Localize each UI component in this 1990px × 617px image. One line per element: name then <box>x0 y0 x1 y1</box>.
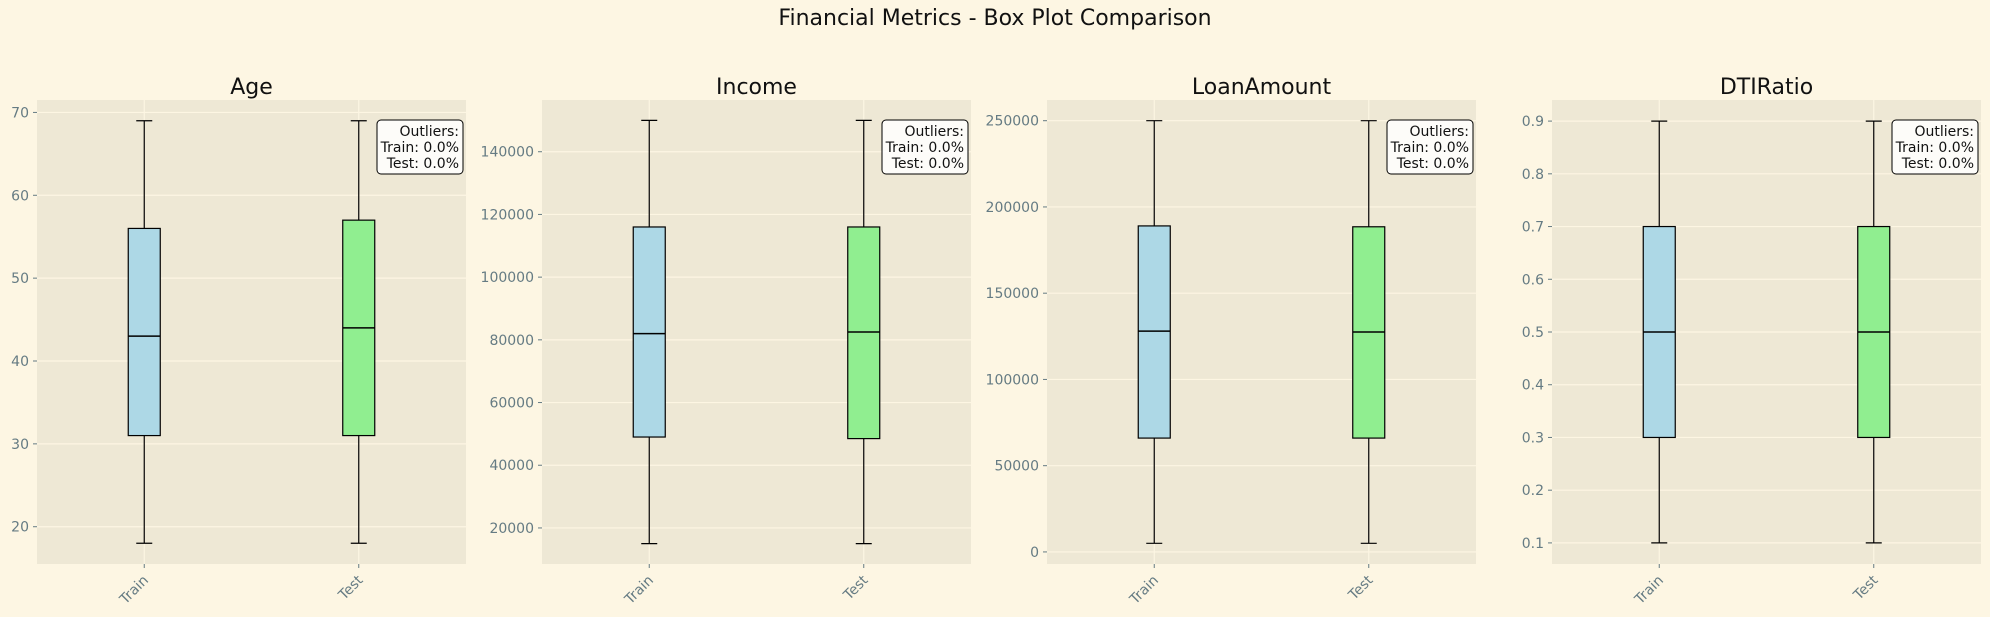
box-body <box>1137 225 1171 439</box>
y-tick-label: 200000 <box>986 200 1039 216</box>
outliers-note-line: Train: 0.0% <box>380 140 459 156</box>
panel-dtiratio: DTIRatio 0.1 0.2 0.3 0.4 0.5 0.6 0.7 0.8 0.9 Train… <box>1522 75 1981 608</box>
axes-background <box>542 100 971 564</box>
panel-title: Age <box>230 75 273 100</box>
box-body <box>127 227 161 437</box>
y-tick-label: 140000 <box>481 145 534 161</box>
outliers-note-box <box>1891 119 1979 175</box>
y-tick-label: 0.8 <box>1522 167 1544 183</box>
x-tick-label: Train <box>1631 572 1667 608</box>
y-tick-label: 0 <box>1030 545 1039 561</box>
axes-background <box>37 100 466 564</box>
outliers-note-line: Outliers: <box>399 124 459 140</box>
y-tick-label: 40000 <box>489 458 534 474</box>
axes-background <box>1047 100 1476 564</box>
outliers-note-line: Train: 0.0% <box>1390 140 1469 156</box>
box-train <box>632 119 666 545</box>
y-tick-label: 20 <box>11 520 29 536</box>
y-tick-label: 0.3 <box>1522 430 1544 446</box>
box-test <box>1857 120 1891 544</box>
y-tick-label: 70 <box>11 105 29 121</box>
y-tick-label: 60 <box>11 188 29 204</box>
y-tick-label: 50000 <box>994 459 1039 475</box>
y-tick-label: 20000 <box>489 521 534 537</box>
outliers-note-line: Test: 0.0% <box>1901 156 1974 172</box>
outliers-note-line: Outliers: <box>1914 124 1974 140</box>
outliers-note-line: Outliers: <box>904 124 964 140</box>
x-tick-label: Test <box>1850 572 1882 604</box>
box-train <box>1137 120 1171 544</box>
box-train <box>1642 120 1676 544</box>
y-tick-label: 0.7 <box>1522 220 1544 236</box>
y-tick-label: 0.9 <box>1522 114 1544 130</box>
box-train <box>127 120 161 544</box>
figure-title: Financial Metrics - Box Plot Comparison <box>778 6 1212 31</box>
y-tick-label: 250000 <box>986 114 1039 130</box>
panel-title: DTIRatio <box>1720 75 1813 100</box>
y-tick-label: 0.6 <box>1522 272 1544 288</box>
outliers-note-line: Test: 0.0% <box>891 156 964 172</box>
y-tick-label: 0.5 <box>1522 325 1544 341</box>
box-test <box>1352 120 1386 544</box>
outliers-note-line: Train: 0.0% <box>885 140 964 156</box>
panel-title: Income <box>716 75 797 100</box>
y-tick-label: 0.4 <box>1522 378 1544 394</box>
outliers-note-line: Outliers: <box>1409 124 1469 140</box>
y-tick-label: 0.1 <box>1522 536 1544 552</box>
box-body <box>632 226 666 438</box>
panel-loanamount: LoanAmount 0 50000 100000 150000 200000 250000… <box>986 75 1476 608</box>
box-test <box>847 119 881 545</box>
y-tick-label: 100000 <box>986 372 1039 388</box>
panel-income: Income 20000 40000 60000 80000 100000 120000 14… <box>481 75 971 608</box>
y-tick-label: 60000 <box>489 396 534 412</box>
panel-title: LoanAmount <box>1192 75 1332 100</box>
outliers-note-line: Test: 0.0% <box>1396 156 1469 172</box>
y-tick-label: 100000 <box>481 270 534 286</box>
panel-age: Age 20 30 40 50 60 70 Train Test Outliers:Train: … <box>11 75 466 608</box>
y-tick-label: 40 <box>11 354 29 370</box>
y-tick-label: 120000 <box>481 207 534 223</box>
y-tick-label: 50 <box>11 271 29 287</box>
outliers-note-line: Test: 0.0% <box>386 156 459 172</box>
outliers-note-box <box>376 119 464 175</box>
box-body <box>847 226 881 440</box>
y-tick-label: 80000 <box>489 333 534 349</box>
x-tick-label: Train <box>116 572 152 608</box>
x-tick-label: Train <box>621 572 657 608</box>
x-tick-label: Test <box>1345 572 1377 604</box>
x-tick-label: Test <box>335 572 367 604</box>
box-test <box>342 120 376 544</box>
x-tick-label: Test <box>840 572 872 604</box>
y-tick-label: 0.2 <box>1522 483 1544 499</box>
y-tick-label: 150000 <box>986 286 1039 302</box>
outliers-note-line: Train: 0.0% <box>1895 140 1974 156</box>
y-tick-label: 30 <box>11 437 29 453</box>
x-tick-label: Train <box>1126 572 1162 608</box>
outliers-note-box <box>1386 119 1474 175</box>
outliers-note-box <box>881 119 969 175</box>
